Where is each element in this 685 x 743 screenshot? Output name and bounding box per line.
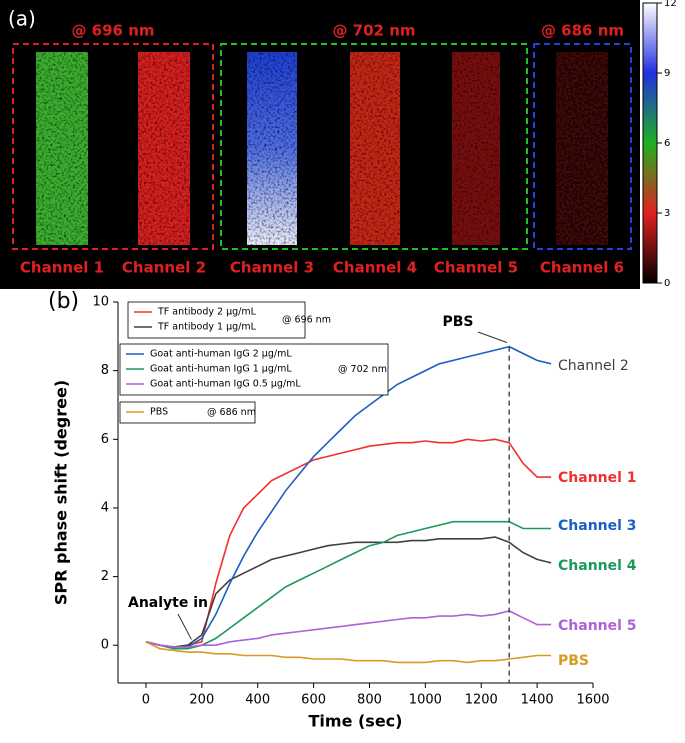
legend-box [119, 343, 389, 396]
legend-label: PBS [150, 407, 168, 418]
group-label: @ 702 nm [332, 22, 415, 40]
channel-label: Channel 1 [20, 259, 104, 277]
x-tick-label: 0 [142, 693, 150, 708]
legend-label: Goat anti-human IgG 0.5 μg/mL [150, 379, 301, 390]
channel-label: Channel 2 [122, 259, 206, 277]
series-line [145, 438, 552, 648]
legend-note: @ 696 nm [282, 315, 331, 326]
group-label: @ 686 nm [541, 22, 624, 40]
x-tick-label: 1600 [576, 693, 609, 708]
legend-box [127, 301, 306, 339]
y-tick-label: 10 [92, 295, 109, 310]
group-label: @ 696 nm [71, 22, 154, 40]
annotation: PBS [442, 314, 473, 330]
series-line [145, 520, 552, 650]
x-tick-label: 1200 [465, 693, 498, 708]
channel-label: Channel 6 [540, 259, 624, 277]
colorbar-tick-label: 6 [664, 138, 670, 149]
annotation-arrow [177, 613, 192, 640]
channel-image [452, 52, 500, 245]
channel-label: Channel 3 [230, 259, 314, 277]
legend-note: @ 686 nm [207, 407, 256, 418]
channel-image [350, 52, 400, 245]
y-tick-label: 2 [101, 569, 109, 584]
channel-image [247, 52, 297, 245]
group-box [220, 43, 528, 250]
colorbar-tick-label: 9 [664, 68, 670, 79]
end-label: Channel 1 [558, 470, 637, 486]
colorbar-tick-label: 0 [664, 278, 670, 289]
end-label: Channel 4 [558, 558, 637, 574]
end-label: Channel 2 [558, 358, 629, 374]
channel-image [138, 52, 190, 245]
series-line [145, 641, 552, 664]
x-tick-label: 200 [189, 693, 214, 708]
legend-label: TF antibody 1 μg/mL [157, 322, 257, 333]
channel-image [36, 52, 88, 245]
series-line [145, 345, 552, 648]
colorbar-tick-label: 12 [664, 0, 677, 9]
panel-label: (a) [8, 7, 36, 31]
panel-b: (b) 0 200 400 600 800 1000 1200 1400 1600 0 2 4 6 8 10 T… [48, 289, 637, 731]
y-tick-label: 0 [101, 638, 109, 653]
end-label: PBS [558, 653, 589, 669]
series-line [145, 610, 552, 648]
legend-box [119, 401, 256, 424]
y-tick-label: 6 [101, 432, 109, 447]
channel-label: Channel 5 [434, 259, 518, 277]
group-box [533, 43, 632, 250]
x-tick-label: 600 [301, 693, 326, 708]
panel-a: (a) @ 696 nm Channel 1 Channel 2 @ 702 nm Cha… [0, 0, 677, 289]
legend-note: @ 702 nm [338, 364, 387, 375]
x-tick-label: 400 [245, 693, 270, 708]
annotation: Analyte in [128, 595, 208, 611]
annotation-arrow [477, 331, 508, 344]
y-tick-label: 4 [101, 500, 109, 515]
x-tick-label: 800 [357, 693, 382, 708]
end-label: Channel 3 [558, 518, 637, 534]
series-line [145, 536, 552, 648]
colorbar-tick-label: 3 [664, 208, 670, 219]
x-tick-label: 1400 [521, 693, 554, 708]
y-axis-title: SPR phase shift (degree) [52, 380, 71, 605]
panel-label: (b) [48, 289, 79, 314]
legend-label: Goat anti-human IgG 1 μg/mL [150, 364, 292, 375]
channel-image [556, 52, 608, 245]
x-axis-title: Time (sec) [309, 712, 403, 731]
channel-label: Channel 4 [333, 259, 417, 277]
legend-label: Goat anti-human IgG 2 μg/mL [150, 349, 292, 360]
colorbar [642, 2, 658, 284]
group-box [12, 43, 214, 250]
x-tick-label: 1000 [409, 693, 442, 708]
end-label: Channel 5 [558, 618, 637, 634]
legend-label: TF antibody 2 μg/mL [157, 307, 257, 318]
y-tick-label: 8 [101, 363, 109, 378]
